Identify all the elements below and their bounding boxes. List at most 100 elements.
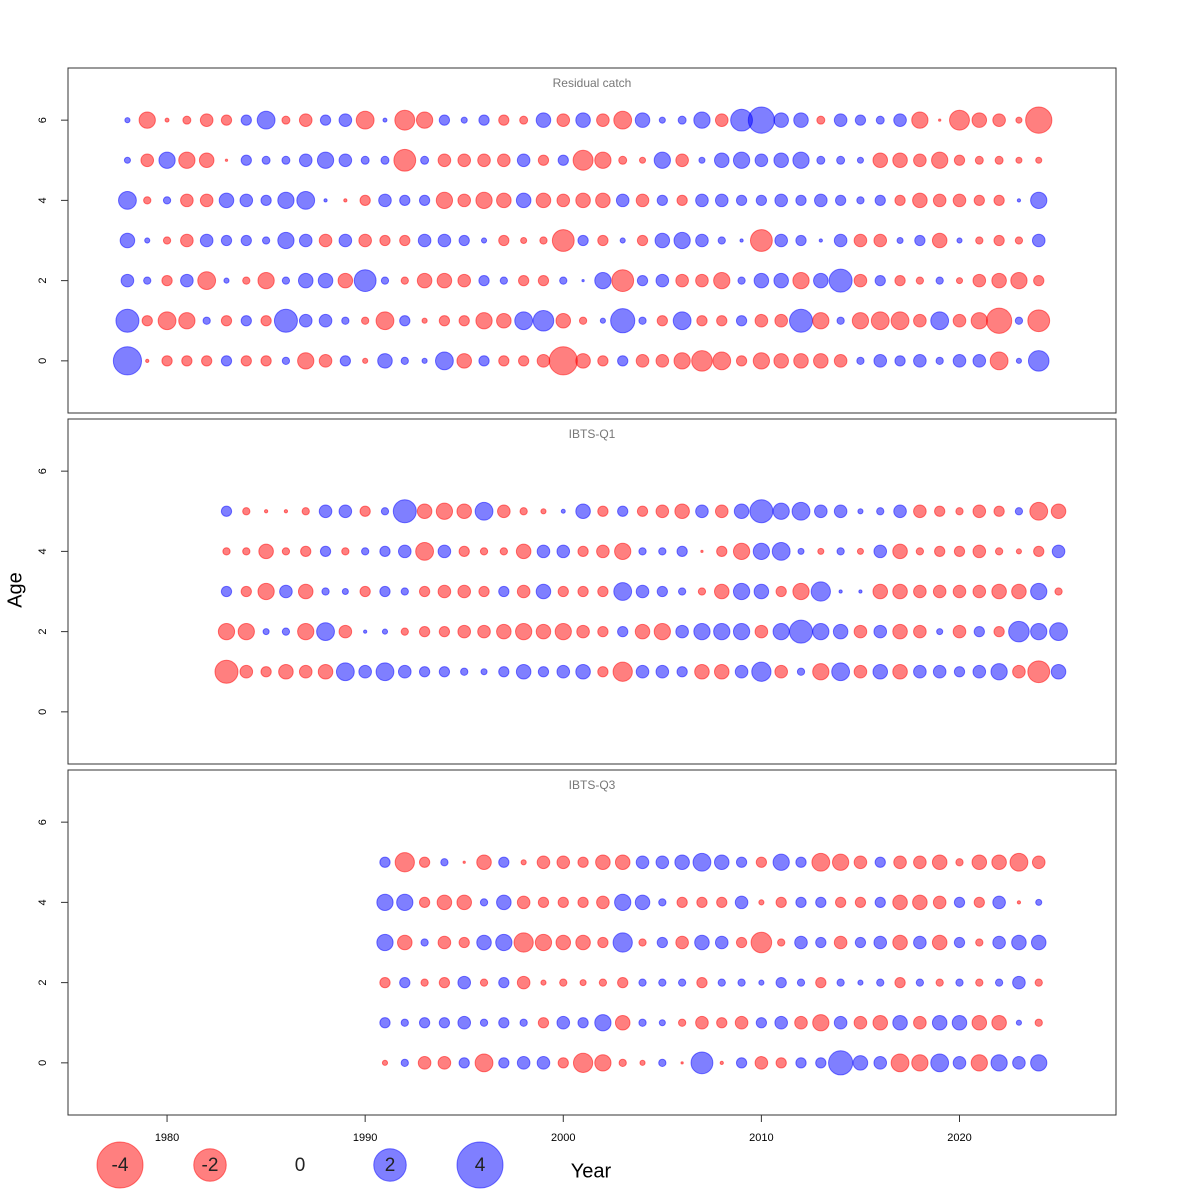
bubble xyxy=(1012,975,1026,990)
bubble xyxy=(970,1054,988,1072)
bubble xyxy=(341,316,350,325)
bubble xyxy=(554,622,572,641)
bubble xyxy=(991,1014,1007,1031)
bubble xyxy=(754,153,769,168)
bubble xyxy=(318,504,333,519)
bubble xyxy=(1035,156,1043,164)
bubble xyxy=(1015,116,1023,124)
bubble xyxy=(691,350,713,372)
bubble xyxy=(437,233,452,248)
bubble xyxy=(335,662,355,682)
bubble xyxy=(690,1051,714,1075)
bubble xyxy=(400,587,409,596)
bubble xyxy=(575,503,591,520)
bubble xyxy=(876,507,885,516)
bubble xyxy=(749,499,774,524)
bubble xyxy=(833,504,848,519)
bubble xyxy=(714,504,729,519)
bubble xyxy=(180,273,194,288)
bubble xyxy=(913,624,927,639)
bubble xyxy=(178,151,196,169)
bubble xyxy=(971,112,988,128)
bubble xyxy=(639,1059,646,1066)
bubble xyxy=(675,153,689,168)
bubble xyxy=(658,116,666,124)
bubble xyxy=(537,154,550,166)
bubble xyxy=(532,309,555,332)
bubble xyxy=(812,312,830,330)
bubble xyxy=(382,117,388,123)
bubble xyxy=(913,313,927,328)
bubble xyxy=(556,113,571,127)
bubble xyxy=(993,505,1005,517)
bubble xyxy=(989,351,1009,371)
panel-title: IBTS-Q3 xyxy=(569,778,616,792)
bubble xyxy=(535,583,552,600)
bubble xyxy=(773,272,789,289)
bubble xyxy=(777,938,786,947)
bubble xyxy=(162,196,172,205)
bubble xyxy=(972,504,987,519)
x-tick-label: 2000 xyxy=(551,1132,575,1144)
bubble xyxy=(836,547,845,556)
bubble xyxy=(341,547,350,556)
bubble xyxy=(716,545,728,558)
bubble xyxy=(140,153,155,168)
bubble xyxy=(240,315,252,327)
bubble xyxy=(754,313,769,328)
bubble xyxy=(956,237,963,244)
bubble xyxy=(537,1017,550,1029)
bubble xyxy=(456,894,472,911)
bubble xyxy=(615,193,630,208)
bubble xyxy=(557,1057,569,1069)
bubble xyxy=(260,315,272,327)
bubble xyxy=(161,355,173,367)
bubble xyxy=(581,278,585,283)
bubble xyxy=(536,544,551,559)
bubble xyxy=(379,234,391,247)
bubble xyxy=(735,355,748,367)
bubble xyxy=(379,976,391,989)
bubble xyxy=(123,156,131,164)
bubble xyxy=(614,1014,631,1031)
bubble xyxy=(457,624,472,639)
bubble xyxy=(556,1015,571,1030)
bubble xyxy=(894,274,906,287)
bubble xyxy=(535,623,552,640)
bubble xyxy=(297,352,315,370)
bubble xyxy=(915,547,925,556)
bubble xyxy=(773,112,789,128)
bubble xyxy=(771,541,791,561)
bubble xyxy=(815,976,827,989)
bubble xyxy=(931,934,948,951)
bubble xyxy=(559,276,568,285)
bubble xyxy=(437,935,452,950)
bubble xyxy=(1014,507,1024,516)
bubble xyxy=(872,152,889,169)
bubble xyxy=(279,584,293,599)
bubble xyxy=(316,622,335,642)
bubble xyxy=(415,541,435,561)
bubble xyxy=(1025,106,1053,134)
bubble xyxy=(220,505,233,517)
bubble xyxy=(952,584,967,599)
bubble xyxy=(420,155,430,165)
bubble xyxy=(394,109,416,131)
bubble xyxy=(896,236,904,245)
bubble xyxy=(792,271,810,290)
bubble xyxy=(536,855,551,870)
bubble xyxy=(853,664,868,679)
bubble xyxy=(635,193,650,208)
bubble xyxy=(774,193,788,208)
bubble xyxy=(1015,357,1022,364)
bubble xyxy=(955,507,964,516)
x-tick-label: 2020 xyxy=(947,1132,971,1144)
bubble xyxy=(458,545,470,558)
bubble xyxy=(458,315,470,327)
bubble xyxy=(974,155,984,165)
bubble xyxy=(535,112,552,128)
bubble xyxy=(935,276,944,285)
bubble xyxy=(497,504,511,519)
bubble xyxy=(358,233,372,248)
bubble xyxy=(713,583,730,600)
